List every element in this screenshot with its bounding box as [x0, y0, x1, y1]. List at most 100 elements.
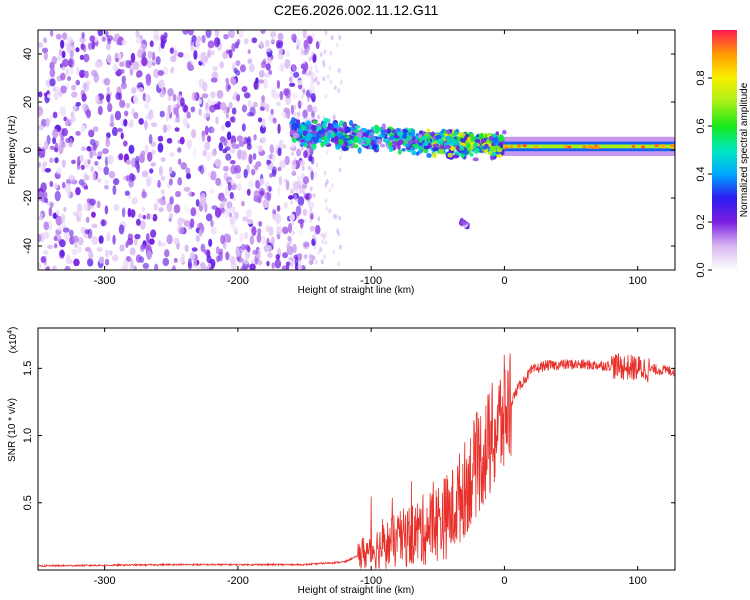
noise-mark	[58, 145, 64, 155]
x-tick-label: -200	[227, 575, 249, 587]
noise-mark	[205, 213, 213, 222]
noise-mark	[257, 259, 263, 266]
noise-fringe-mark	[333, 85, 337, 91]
carrier-peak-mark	[567, 145, 572, 149]
noise-mark	[157, 135, 164, 142]
noise-fringe-mark	[290, 262, 294, 268]
noise-mark	[138, 213, 143, 219]
signal-mark	[401, 147, 406, 152]
noise-mark	[300, 172, 305, 180]
noise-mark	[187, 64, 195, 72]
noise-mark	[272, 91, 280, 100]
colorbar-tick-label: 0.0	[695, 262, 707, 277]
signal-mark	[348, 139, 354, 145]
noise-mark	[240, 200, 245, 207]
noise-mark	[211, 149, 217, 157]
x-tick-label: -300	[94, 575, 116, 587]
noise-fringe-mark	[296, 45, 300, 51]
signal-mark	[502, 129, 507, 135]
noise-mark	[268, 186, 272, 192]
noise-fringe-mark	[307, 94, 311, 100]
noise-mark	[226, 131, 232, 141]
noise-mark	[265, 225, 270, 232]
noise-mark	[279, 63, 285, 72]
snr-panel: -300 -200 -100 0 100 0.5 1.0 1.5 Height of str…	[7, 327, 676, 596]
noise-mark	[202, 81, 208, 92]
signal-mark	[490, 154, 494, 161]
noise-mark	[169, 166, 173, 174]
signal-mark	[444, 144, 452, 149]
noise-mark	[128, 144, 135, 154]
noise-mark	[91, 40, 96, 50]
x-tick-label: 0	[501, 275, 507, 287]
noise-mark	[94, 61, 102, 68]
noise-mark	[181, 253, 185, 262]
noise-mark	[285, 95, 292, 106]
signal-mark	[344, 126, 351, 134]
noise-mark	[276, 205, 281, 212]
noise-mark	[243, 38, 249, 45]
noise-mark	[175, 190, 182, 198]
noise-mark	[133, 112, 139, 119]
noise-fringe-mark	[321, 59, 325, 65]
noise-mark	[197, 35, 202, 43]
noise-mark	[65, 254, 71, 265]
noise-mark	[144, 93, 151, 104]
noise-mark	[79, 73, 85, 78]
noise-mark	[286, 242, 291, 251]
noise-mark	[135, 218, 141, 226]
noise-mark	[271, 166, 277, 176]
noise-mark	[129, 247, 136, 256]
noise-mark	[135, 155, 140, 165]
noise-mark	[135, 37, 142, 44]
noise-mark	[171, 265, 176, 270]
noise-mark	[53, 147, 58, 153]
noise-mark	[262, 199, 270, 209]
noise-mark	[278, 176, 283, 186]
noise-mark	[136, 70, 143, 78]
noise-mark	[177, 217, 184, 226]
noise-mark	[246, 143, 252, 150]
noise-mark	[42, 250, 49, 255]
noise-mark	[119, 244, 125, 252]
carrier-peak-mark	[631, 144, 636, 149]
noise-mark	[106, 132, 111, 139]
noise-mark	[61, 181, 66, 189]
noise-mark	[265, 39, 270, 48]
noise-fringe-mark	[310, 77, 314, 83]
noise-mark	[277, 123, 281, 134]
noise-mark	[270, 108, 274, 115]
noise-mark	[151, 51, 156, 61]
noise-mark	[105, 95, 110, 102]
signal-mark	[432, 152, 437, 159]
noise-mark	[252, 153, 257, 161]
noise-fringe-mark	[324, 94, 328, 100]
noise-mark	[284, 155, 290, 166]
noise-mark	[190, 106, 196, 113]
noise-mark	[79, 36, 86, 44]
noise-mark	[85, 216, 90, 224]
signal-mark	[467, 136, 471, 142]
noise-mark	[137, 87, 144, 93]
signal-mark	[466, 146, 471, 152]
noise-fringe-mark	[293, 195, 297, 201]
noise-mark	[292, 243, 297, 254]
noise-mark	[288, 82, 296, 88]
noise-fringe-mark	[303, 244, 307, 250]
noise-mark	[44, 167, 52, 173]
noise-mark	[131, 61, 135, 72]
noise-fringe-mark	[313, 237, 317, 243]
noise-mark	[210, 91, 216, 99]
noise-mark	[269, 173, 273, 178]
noise-fringe-mark	[306, 43, 310, 49]
noise-mark	[190, 207, 197, 217]
y-tick-label: 0	[22, 147, 34, 153]
noise-mark	[199, 164, 205, 175]
noise-mark	[179, 136, 185, 145]
noise-mark	[210, 128, 215, 134]
noise-mark	[121, 39, 127, 46]
noise-fringe-mark	[317, 216, 321, 222]
noise-mark	[275, 213, 282, 224]
colorbar-tick-label: 0.8	[695, 70, 707, 85]
noise-mark	[71, 84, 77, 91]
